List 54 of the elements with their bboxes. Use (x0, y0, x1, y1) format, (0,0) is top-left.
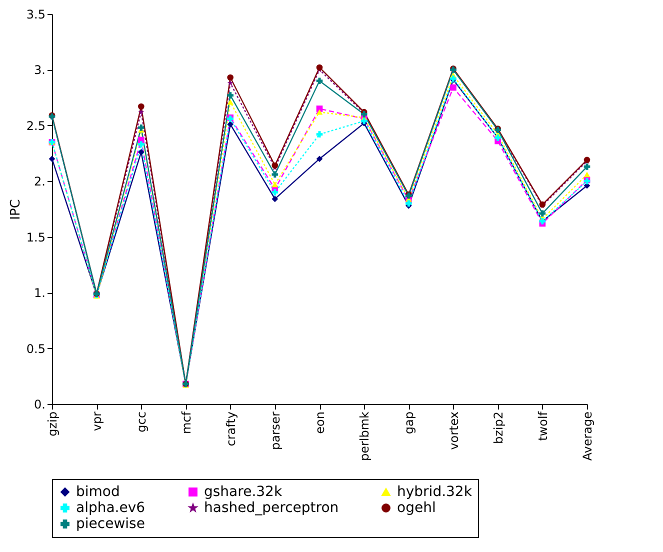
point (138, 149, 144, 156)
y-tick-label: 3.5 (26, 8, 46, 22)
legend-label: hybrid.32k (397, 484, 473, 500)
point (227, 99, 234, 105)
x-tick-label: vortex (446, 412, 461, 450)
point (406, 200, 412, 207)
point (316, 156, 323, 162)
point (138, 141, 144, 148)
x-tick-label: eon (313, 412, 327, 434)
point (450, 84, 456, 91)
legend-label: hashed_perceptron (204, 500, 339, 516)
x-tick-label: gap (402, 412, 416, 434)
point (227, 121, 234, 128)
point (227, 74, 234, 81)
legend-label: alpha.ev6 (76, 500, 146, 516)
y-axis-title: IPC (8, 199, 24, 220)
point (316, 131, 323, 138)
point (48, 156, 56, 162)
x-tick-label: gzip (46, 412, 60, 436)
y-tick-label: 1. (34, 286, 46, 300)
point (138, 103, 144, 110)
x-tick-label: vpr (90, 411, 104, 432)
legend-label: piecewise (76, 516, 145, 532)
point (316, 78, 323, 84)
x-tick-label: mcf (179, 410, 194, 434)
legend-label: bimod (76, 484, 120, 500)
y-tick-label: 1.5 (26, 230, 46, 244)
x-tick-label: parser (268, 411, 282, 450)
point (584, 172, 590, 178)
y-tick-label: 2. (34, 174, 46, 189)
point (227, 92, 234, 99)
x-tick-label: bzip2 (491, 412, 506, 444)
y-tick-label: 0. (34, 398, 46, 412)
point (360, 118, 368, 124)
point (316, 64, 323, 71)
y-tick-label: 3. (34, 63, 46, 78)
point (539, 210, 546, 217)
x-tick-label: perlbmk (358, 411, 372, 462)
x-tick-label: twolf (536, 410, 550, 441)
y-tick-label: 2.5 (26, 118, 46, 133)
point (316, 109, 323, 115)
x-tick-label: Average (580, 412, 594, 461)
point (584, 163, 590, 170)
point (138, 124, 144, 131)
legend-label: gshare.32k (204, 484, 283, 500)
point (272, 196, 278, 202)
point (272, 162, 278, 169)
point (272, 189, 278, 196)
y-tick-label: 0.5 (26, 342, 46, 356)
x-tick-label: gcc (134, 412, 149, 432)
point (272, 171, 278, 178)
legend-label: ogehl (397, 500, 436, 516)
x-tick-label: crafty (224, 412, 238, 446)
point (272, 182, 278, 188)
